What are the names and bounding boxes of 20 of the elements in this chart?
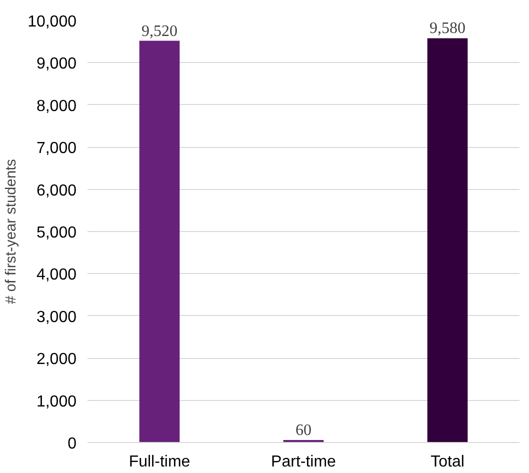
y-axis-title: # of first-year students — [4, 159, 20, 304]
y-tick-label: 2,000 — [36, 351, 77, 368]
y-tick-label: 6,000 — [36, 182, 77, 200]
y-tick-label: 4,000 — [36, 266, 77, 284]
bar — [139, 40, 180, 442]
x-tick-label: Total — [430, 454, 464, 470]
y-tick-label: 5,000 — [36, 224, 77, 242]
y-tick-label: 9,000 — [36, 56, 77, 73]
y-tick-label: 1,000 — [36, 393, 77, 410]
x-tick-label: Full-time — [128, 454, 190, 470]
bar — [427, 38, 468, 442]
y-tick-label: 10,000 — [28, 14, 77, 30]
y-tick-label: 3,000 — [36, 308, 77, 326]
y-tick-label: 7,000 — [36, 140, 77, 158]
x-tick-label: Part-time — [271, 454, 336, 470]
data-label: 9,520 — [142, 22, 178, 40]
data-label: 60 — [296, 422, 312, 439]
y-tick-label: 8,000 — [36, 98, 77, 115]
data-label: 9,580 — [430, 20, 466, 38]
y-tick-label: 0 — [68, 436, 77, 452]
